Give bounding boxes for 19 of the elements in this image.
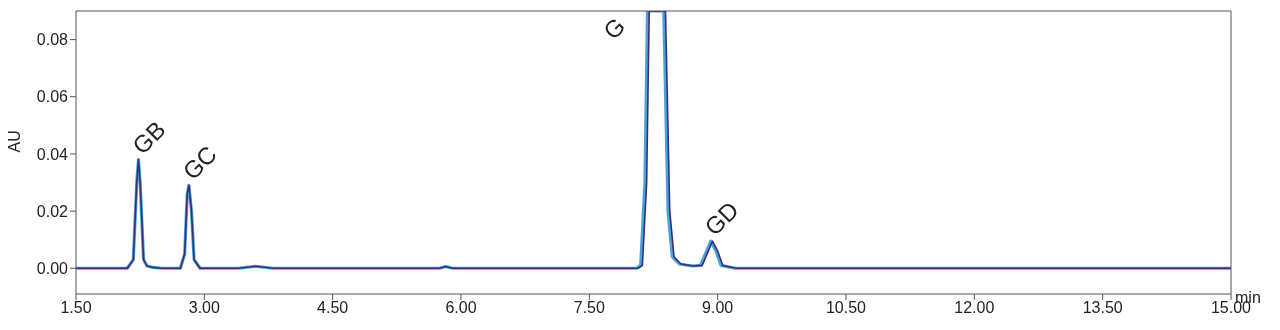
x-tick-label: 6.00 (445, 299, 477, 317)
x-tick-label: 7.50 (573, 299, 606, 317)
annotation: GC (177, 140, 222, 185)
x-tick-label: 3.00 (188, 299, 221, 317)
y-tick-label: 0.06 (36, 88, 69, 106)
x-tick-label: 13.50 (1082, 299, 1123, 317)
x-tick-label: 12.00 (954, 299, 995, 317)
y-axis-title: AU (5, 130, 23, 153)
annotation: G (597, 12, 631, 45)
y-tick-label: 0.04 (36, 145, 69, 163)
x-tick-label: 10.50 (825, 299, 867, 317)
x-tick-label: 4.50 (317, 299, 349, 317)
y-tick-label: 0.00 (36, 259, 69, 277)
y-tick-label: 0.08 (36, 31, 69, 49)
y-tick-label: 0.02 (36, 202, 69, 220)
annotation: GB (126, 115, 171, 160)
x-tick-label: 1.50 (60, 299, 92, 317)
annotation: GD (699, 196, 744, 241)
x-tick-label: 9.00 (702, 299, 734, 317)
